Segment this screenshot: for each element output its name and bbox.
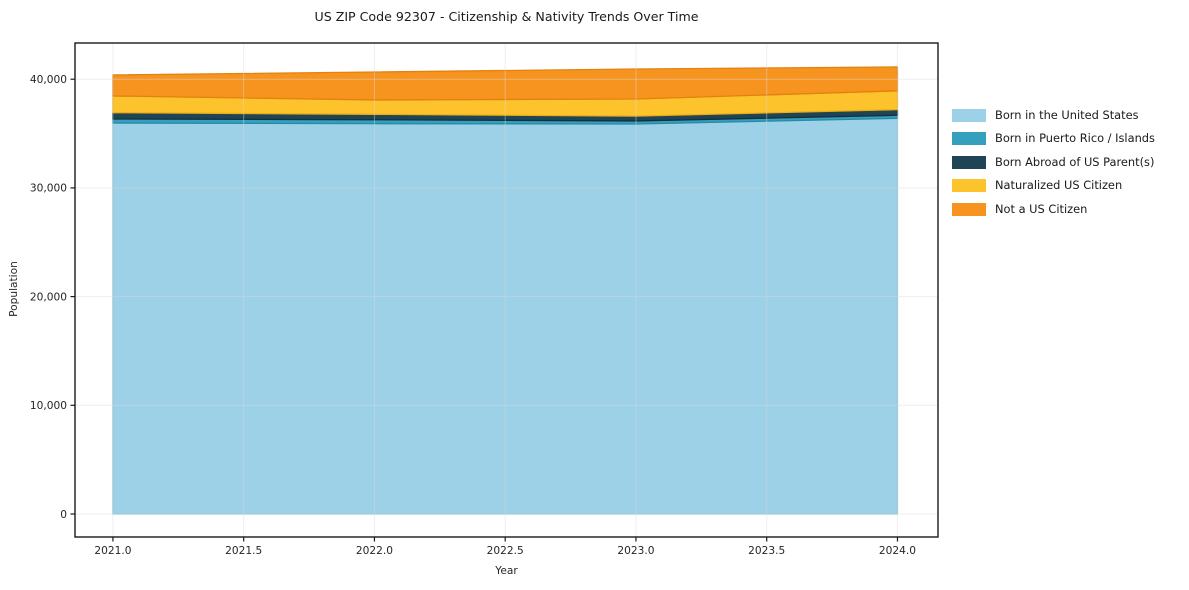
legend-swatch-naturalized-us-citizen <box>952 179 986 193</box>
x-tick-label: 2021.5 <box>225 545 262 557</box>
legend-label: Not a US Citizen <box>995 201 1088 216</box>
x-axis-label: Year <box>495 565 518 577</box>
legend: Born in the United States Born in Puerto … <box>952 109 1155 226</box>
legend-swatch-not-a-us-citizen <box>952 202 986 216</box>
y-tick-label: 0 <box>60 509 67 521</box>
y-tick-label: 40,000 <box>30 74 67 86</box>
legend-label: Naturalized US Citizen <box>995 178 1123 193</box>
legend-item-born-abroad-of-us-parent-s: Born Abroad of US Parent(s) <box>952 154 1155 169</box>
legend-item-naturalized-us-citizen: Naturalized US Citizen <box>952 178 1155 193</box>
y-axis-label: Population <box>8 261 20 317</box>
y-tick-label: 20,000 <box>30 291 67 303</box>
stacked-areas <box>112 66 899 515</box>
y-tick-label: 30,000 <box>30 183 67 195</box>
x-tick-label: 2022.0 <box>356 545 393 557</box>
tick-labels: 2021.0 2021.5 2022.0 2022.5 2023.0 2023.5 2024… <box>30 74 916 557</box>
legend-label: Born Abroad of US Parent(s) <box>995 154 1155 169</box>
legend-item-born-in-puerto-rico-islands: Born in Puerto Rico / Islands <box>952 131 1155 146</box>
legend-item-born-in-the-united-states: Born in the United States <box>952 109 1155 122</box>
axis-ticks <box>70 78 899 542</box>
chart-title: US ZIP Code 92307 - Citizenship & Nativi… <box>314 9 699 24</box>
x-tick-label: 2021.0 <box>94 545 131 557</box>
x-tick-label: 2023.5 <box>748 545 785 557</box>
y-tick-label: 10,000 <box>30 400 67 412</box>
x-tick-label: 2024.0 <box>879 545 916 557</box>
legend-swatch-born-in-the-united-states <box>952 109 986 122</box>
legend-label: Born in Puerto Rico / Islands <box>995 131 1155 146</box>
legend-swatch-born-in-puerto-rico-islands <box>952 132 986 146</box>
axes-frame <box>74 42 939 538</box>
area-not-a-us-citizen <box>112 66 899 101</box>
legend-swatch-born-abroad-of-us-parent-s <box>952 155 986 169</box>
legend-item-not-a-us-citizen: Not a US Citizen <box>952 201 1155 216</box>
x-tick-label: 2022.5 <box>487 545 524 557</box>
x-tick-label: 2023.0 <box>617 545 654 557</box>
legend-label: Born in the United States <box>995 108 1139 122</box>
gridlines <box>75 43 938 537</box>
